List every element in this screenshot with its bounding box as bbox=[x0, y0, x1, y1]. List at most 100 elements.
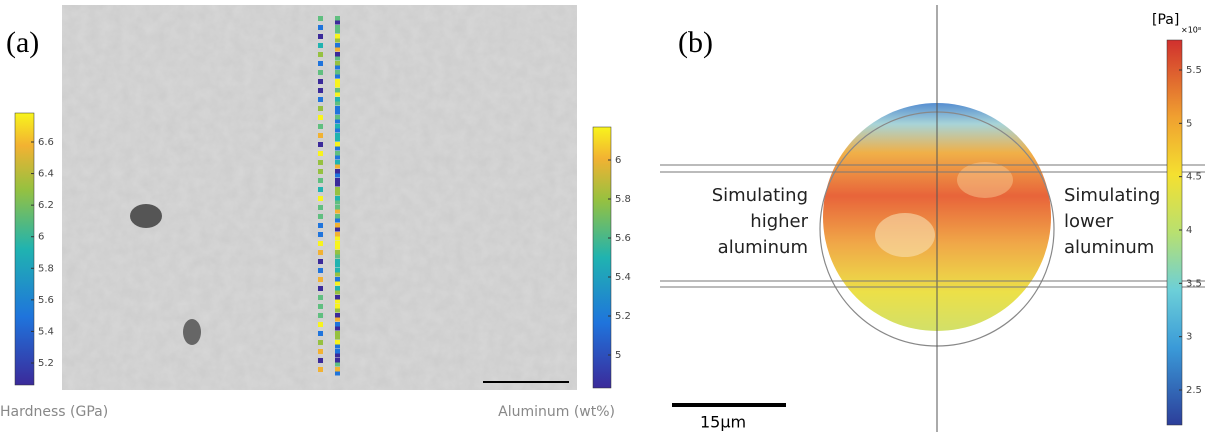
indent bbox=[335, 183, 340, 187]
indent bbox=[335, 70, 340, 75]
sphere bbox=[820, 100, 1060, 340]
indent bbox=[318, 151, 323, 156]
indent bbox=[335, 57, 340, 61]
indent bbox=[318, 295, 323, 300]
indent bbox=[335, 313, 340, 318]
indent bbox=[318, 196, 323, 201]
indent bbox=[318, 259, 323, 264]
indent bbox=[335, 241, 340, 246]
indent bbox=[318, 367, 323, 372]
indent bbox=[335, 97, 340, 102]
indent bbox=[335, 336, 340, 340]
indent bbox=[335, 286, 340, 291]
indent bbox=[335, 93, 340, 97]
indent bbox=[335, 79, 340, 84]
indent bbox=[335, 138, 340, 142]
annotation: lower bbox=[1064, 211, 1114, 232]
indent bbox=[335, 25, 340, 30]
highlight bbox=[875, 213, 935, 257]
indent bbox=[335, 178, 340, 183]
indent bbox=[335, 295, 340, 300]
pore bbox=[130, 204, 162, 228]
indent bbox=[335, 111, 340, 115]
indent bbox=[318, 61, 323, 66]
colorbar bbox=[15, 113, 34, 385]
indent bbox=[335, 304, 340, 309]
indent bbox=[318, 70, 323, 75]
colorbar bbox=[1167, 40, 1182, 425]
indent bbox=[335, 372, 340, 376]
colorbar bbox=[593, 127, 611, 388]
highlight bbox=[957, 162, 1013, 198]
panel-label: (b) bbox=[678, 26, 713, 59]
tick-label: 6 bbox=[615, 155, 621, 166]
tick-label: 5.8 bbox=[615, 194, 631, 205]
indent bbox=[318, 25, 323, 30]
indent bbox=[335, 250, 340, 255]
indent bbox=[318, 304, 323, 309]
indent bbox=[335, 246, 340, 250]
indent bbox=[318, 169, 323, 174]
indent bbox=[318, 34, 323, 39]
indent bbox=[335, 300, 340, 304]
annotation: higher bbox=[750, 211, 808, 232]
indent bbox=[335, 52, 340, 57]
indent bbox=[335, 129, 340, 133]
indent bbox=[335, 187, 340, 192]
colorbar-title: Aluminum (wt%) bbox=[498, 404, 615, 420]
indent bbox=[318, 241, 323, 246]
indent bbox=[318, 349, 323, 354]
indent bbox=[335, 228, 340, 232]
tick-label: 4.5 bbox=[1186, 172, 1202, 183]
indent bbox=[335, 124, 340, 129]
annotation: aluminum bbox=[1064, 237, 1154, 258]
indent bbox=[335, 318, 340, 322]
indent bbox=[318, 331, 323, 336]
indent bbox=[335, 259, 340, 264]
tick-label: 6 bbox=[38, 232, 44, 243]
indent bbox=[318, 322, 323, 327]
indent bbox=[335, 264, 340, 268]
indent bbox=[335, 21, 340, 25]
indent bbox=[318, 16, 323, 21]
indent bbox=[335, 345, 340, 349]
indent bbox=[335, 30, 340, 34]
indent bbox=[335, 322, 340, 327]
colorbar-multiplier: ×10⁸ bbox=[1181, 26, 1201, 35]
indent bbox=[318, 205, 323, 210]
indent bbox=[335, 201, 340, 205]
colorbar-title: Hardness (GPa) bbox=[0, 404, 108, 420]
indent bbox=[335, 309, 340, 313]
indent bbox=[318, 268, 323, 273]
indent bbox=[335, 214, 340, 219]
tick-label: 3 bbox=[1186, 332, 1192, 343]
indent bbox=[318, 79, 323, 84]
indent bbox=[335, 255, 340, 259]
indent bbox=[335, 282, 340, 286]
tick-label: 5 bbox=[1186, 118, 1192, 129]
tick-label: 6.6 bbox=[38, 137, 54, 148]
tick-label: 2.5 bbox=[1186, 385, 1202, 396]
indent bbox=[335, 106, 340, 111]
indent bbox=[335, 16, 340, 21]
indent bbox=[335, 210, 340, 214]
indent bbox=[335, 151, 340, 156]
indent bbox=[335, 219, 340, 223]
indent bbox=[335, 115, 340, 120]
indent bbox=[335, 237, 340, 241]
tick-label: 5.5 bbox=[1186, 65, 1202, 76]
tick-label: 5 bbox=[615, 350, 621, 361]
tick-label: 5.6 bbox=[615, 233, 631, 244]
indent bbox=[335, 66, 340, 70]
indent bbox=[318, 286, 323, 291]
indent bbox=[318, 178, 323, 183]
indent bbox=[335, 354, 340, 358]
indent bbox=[318, 88, 323, 93]
indent bbox=[318, 340, 323, 345]
tick-label: 5.8 bbox=[38, 263, 54, 274]
tick-label: 4 bbox=[1186, 225, 1192, 236]
indent bbox=[335, 291, 340, 295]
tick-label: 5.4 bbox=[615, 272, 631, 283]
tick-label: 5.4 bbox=[38, 326, 54, 337]
indent bbox=[318, 250, 323, 255]
